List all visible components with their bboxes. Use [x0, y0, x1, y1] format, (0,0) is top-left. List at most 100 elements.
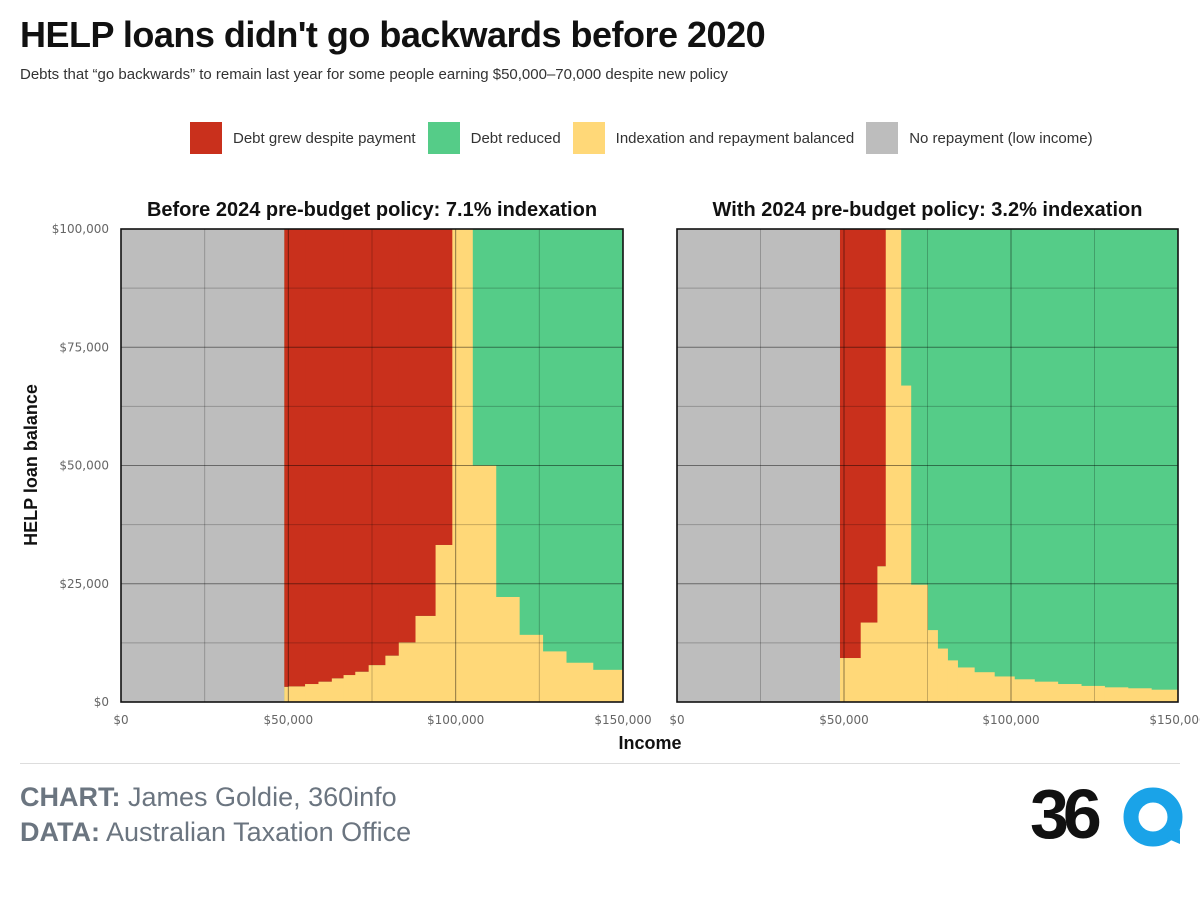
grew-step-0: [839, 229, 862, 659]
data-credit: DATA: Australian Taxation Office: [20, 817, 411, 848]
legend-item-debt-grew: Debt grew despite payment: [190, 122, 416, 154]
balanced-step-11: [435, 544, 453, 702]
balanced-step-10: [415, 615, 436, 702]
balanced-step-17: [566, 662, 594, 702]
panel-1: Before 2024 pre-budget policy: 7.1% inde…: [52, 199, 652, 727]
x-tick-label: $50,000: [819, 713, 869, 727]
balanced-step-11: [994, 676, 1015, 702]
y-tick-label: $100,000: [52, 222, 109, 236]
balanced-step-2: [877, 566, 887, 702]
grew-step-8: [385, 229, 400, 656]
plot-frame: [676, 228, 1179, 703]
360info-logo: 36: [1030, 775, 1183, 853]
x-tick-label: $100,000: [982, 713, 1039, 727]
balanced-step-14: [1057, 684, 1082, 702]
x-axis-title: Income: [618, 733, 681, 753]
grew-step-10: [415, 229, 436, 616]
x-tick-label: $50,000: [264, 713, 314, 727]
y-tick-label: $75,000: [59, 340, 109, 354]
chart-legend: Debt grew despite payment Debt reduced I…: [190, 122, 1105, 154]
legend-swatch-debt-grew: [190, 122, 222, 154]
balanced-step-4: [900, 385, 912, 702]
balanced-step-7: [937, 648, 948, 702]
x-tick-label: $0: [113, 713, 128, 727]
balanced-step-10: [974, 672, 995, 702]
legend-label-debt-reduced: Debt reduced: [470, 129, 561, 147]
balanced-step-3: [885, 229, 902, 702]
x-tick-label: $0: [669, 713, 684, 727]
chart-credit-value: James Goldie, 360info: [128, 782, 397, 812]
legend-swatch-debt-reduced: [427, 122, 460, 154]
panel-title-1: Before 2024 pre-budget policy: 7.1% inde…: [147, 199, 597, 221]
balanced-step-3: [318, 681, 333, 702]
grew-step-11: [435, 229, 453, 545]
y-tick-label: $50,000: [59, 459, 109, 473]
chart-credit: CHART: James Goldie, 360info: [20, 782, 397, 813]
grew-step-2: [877, 229, 887, 567]
legend-item-balanced: Indexation and repayment balanced: [572, 122, 855, 154]
balanced-step-5: [910, 584, 928, 702]
balanced-step-6: [927, 630, 938, 702]
legend-item-debt-reduced: Debt reduced: [427, 122, 561, 154]
legend-item-no-repayment: No repayment (low income): [866, 122, 1093, 154]
balanced-step-0: [284, 686, 289, 702]
data-credit-value: Australian Taxation Office: [106, 817, 412, 847]
balanced-step-17: [1127, 688, 1152, 702]
logo-ring-icon: [1123, 787, 1183, 847]
y-tick-label: $25,000: [59, 577, 109, 591]
grew-step-5: [343, 229, 356, 676]
no-repayment-area: [677, 229, 840, 702]
legend-label-debt-grew: Debt grew despite payment: [233, 129, 416, 147]
page-subtitle: Debts that “go backwards” to remain last…: [20, 66, 728, 83]
x-tick-label: $100,000: [427, 713, 484, 727]
chart-panels: Before 2024 pre-budget policy: 7.1% inde…: [52, 199, 1200, 727]
grew-step-6: [355, 229, 370, 672]
grew-step-9: [398, 229, 416, 643]
page-title: HELP loans didn't go backwards before 20…: [20, 14, 766, 55]
panel-2: With 2024 pre-budget policy: 3.2% indexa…: [669, 199, 1200, 727]
grew-step-7: [368, 229, 386, 666]
grew-step-4: [331, 229, 344, 679]
balanced-step-7: [368, 665, 386, 702]
grew-step-3: [318, 229, 333, 682]
balanced-step-6: [355, 671, 370, 702]
legend-label-no-repayment: No repayment (low income): [909, 129, 1093, 147]
balanced-step-12: [452, 229, 473, 702]
balanced-step-8: [947, 660, 958, 702]
grew-step-2: [305, 229, 319, 685]
balanced-step-8: [385, 655, 400, 702]
balanced-step-2: [305, 684, 319, 702]
footer-divider: [20, 763, 1180, 764]
x-tick-label: $150,000: [594, 713, 651, 727]
balanced-step-0: [839, 658, 862, 702]
x-tick-label: $150,000: [1149, 713, 1200, 727]
panel-title-2: With 2024 pre-budget policy: 3.2% indexa…: [713, 199, 1143, 221]
balanced-step-1: [288, 686, 306, 702]
balanced-step-16: [1104, 687, 1129, 702]
chart: Before 2024 pre-budget policy: 7.1% inde…: [21, 199, 1200, 753]
balanced-step-13: [1034, 681, 1059, 702]
balanced-step-13: [472, 465, 497, 702]
balanced-step-18: [1151, 689, 1179, 702]
balanced-step-15: [519, 634, 544, 702]
balanced-step-5: [343, 675, 356, 702]
balanced-step-9: [398, 642, 416, 702]
balanced-step-12: [1014, 679, 1035, 702]
data-credit-label: DATA:: [20, 817, 100, 847]
grew-step-1: [288, 229, 306, 687]
logo-lettering: 36: [1030, 775, 1102, 853]
plot-frame: [120, 228, 624, 703]
legend-swatch-balanced: [572, 122, 605, 154]
balanced-step-14: [495, 596, 520, 702]
no-repayment-area: [121, 229, 285, 702]
balanced-step-15: [1081, 685, 1105, 702]
balanced-step-4: [331, 678, 344, 702]
balanced-step-9: [957, 667, 975, 702]
chart-credit-label: CHART:: [20, 782, 121, 812]
grew-step-1: [860, 229, 878, 623]
legend-label-balanced: Indexation and repayment balanced: [615, 129, 855, 147]
balanced-step-18: [592, 669, 624, 702]
legend-swatch-no-repayment: [866, 122, 899, 154]
balanced-step-1: [860, 622, 878, 702]
grew-step-0: [284, 229, 289, 687]
